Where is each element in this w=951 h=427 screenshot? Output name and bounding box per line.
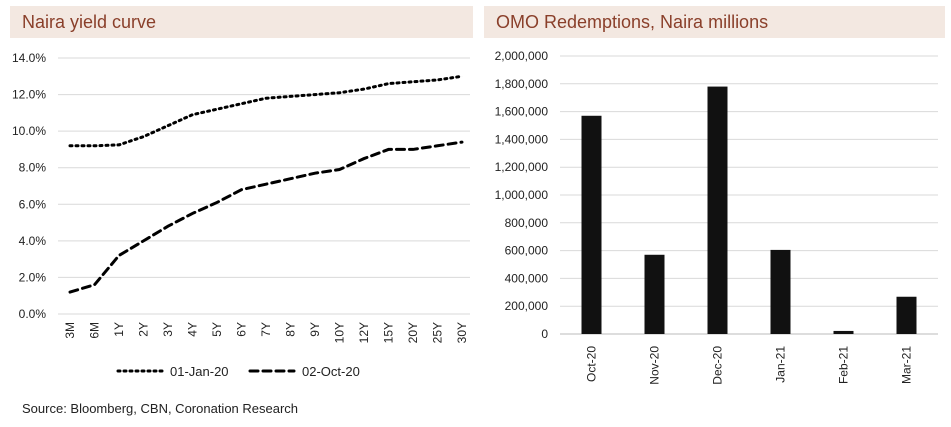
x-tick-label: Nov-20: [648, 346, 662, 385]
x-tick-label: 7Y: [259, 322, 273, 337]
x-tick-label: 6Y: [235, 322, 249, 337]
y-tick-label: 1,400,000: [495, 132, 549, 146]
y-tick-label: 10.0%: [12, 124, 46, 138]
y-tick-label: 800,000: [505, 216, 549, 230]
bar-jan-21: [770, 249, 791, 334]
y-tick-label: 600,000: [505, 244, 549, 258]
source-note: Source: Bloomberg, CBN, Coronation Resea…: [22, 401, 299, 416]
y-tick-label: 1,200,000: [495, 160, 549, 174]
bar-nov-20: [644, 254, 665, 334]
x-tick-label: 20Y: [406, 322, 420, 343]
bar-feb-21: [833, 330, 854, 334]
bar-dec-20: [707, 86, 728, 334]
x-tick-label: 3Y: [161, 322, 175, 337]
legend-label-1: 01-Jan-20: [170, 364, 229, 379]
y-tick-label: 0: [541, 327, 548, 341]
bar-oct-20: [581, 115, 602, 335]
omo-redemptions-title: OMO Redemptions, Naira millions: [484, 6, 945, 38]
x-tick-label: Oct-20: [585, 346, 599, 382]
legend-label-2: 02-Oct-20: [302, 364, 360, 379]
y-tick-label: 0.0%: [19, 307, 47, 321]
x-tick-label: 1Y: [112, 322, 126, 337]
x-tick-label: 6M: [88, 322, 102, 339]
y-tick-label: 2.0%: [19, 270, 47, 284]
x-tick-label: 4Y: [186, 322, 200, 337]
x-tick-label: 30Y: [455, 322, 469, 343]
x-tick-label: 10Y: [333, 322, 347, 343]
y-tick-label: 8.0%: [19, 161, 47, 175]
x-tick-label: Dec-20: [711, 346, 725, 385]
y-tick-label: 400,000: [505, 271, 549, 285]
y-tick-label: 12.0%: [12, 88, 46, 102]
omo-redemptions-chart: 0 200,000 400,000 600,000 800,000 1,000,000 1,…: [495, 49, 938, 385]
yield-curve-chart: 0.0% 2.0% 4.0% 6.0% 8.0% 10.0% 12.0% 14.0% 3M 6M 1…: [12, 51, 470, 379]
y-tick-label: 1,600,000: [495, 105, 549, 119]
y-tick-label: 1,800,000: [495, 77, 549, 91]
x-tick-label: 5Y: [210, 322, 224, 337]
y-tick-label: 14.0%: [12, 51, 46, 65]
x-tick-label: 2Y: [137, 322, 151, 337]
x-tick-label: 9Y: [308, 322, 322, 337]
x-tick-label: 25Y: [431, 322, 445, 343]
y-tick-label: 200,000: [505, 299, 549, 313]
x-tick-label: Feb-21: [837, 346, 851, 384]
yield-curve-title: Naira yield curve: [10, 6, 473, 38]
x-tick-label: Jan-21: [774, 346, 788, 383]
x-tick-label: 15Y: [382, 322, 396, 343]
x-tick-label: 3M: [63, 322, 77, 339]
y-tick-label: 2,000,000: [495, 49, 549, 63]
x-tick-label: 12Y: [357, 322, 371, 343]
y-tick-label: 1,000,000: [495, 188, 549, 202]
x-tick-label: 8Y: [284, 322, 298, 337]
x-tick-label: Mar-21: [900, 346, 914, 384]
y-tick-label: 6.0%: [19, 197, 47, 211]
y-tick-label: 4.0%: [19, 234, 47, 248]
bar-mar-21: [896, 296, 917, 334]
